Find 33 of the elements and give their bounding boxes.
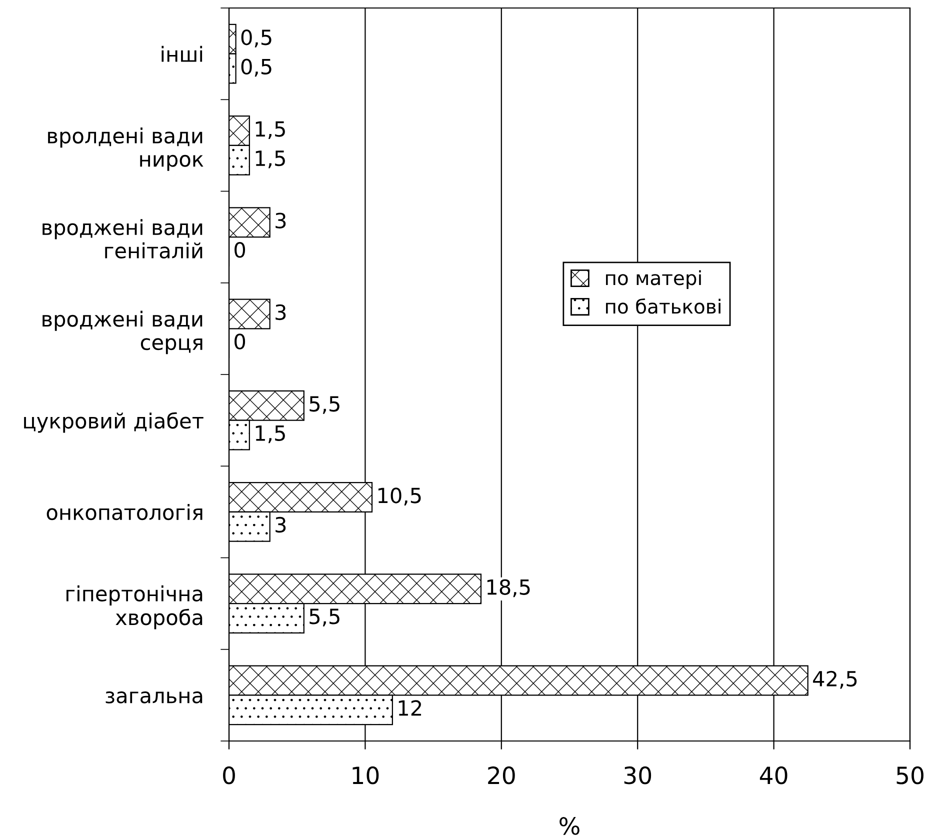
legend-label: по батькові xyxy=(606,298,720,314)
data-label: 1,5 xyxy=(256,426,285,444)
data-label: 5,5 xyxy=(310,608,340,626)
y-tick-label: вроджені вади серця xyxy=(42,310,202,354)
data-label: 0 xyxy=(234,334,246,350)
data-label: 1,5 xyxy=(256,150,285,168)
y-tick-label: онкопатологія xyxy=(46,504,202,520)
data-label: 5,5 xyxy=(310,396,340,414)
data-label: 0,5 xyxy=(241,29,272,48)
data-label: 42,5 xyxy=(813,670,857,689)
x-tick-label: 20 xyxy=(488,766,515,784)
x-tick-label: 10 xyxy=(352,766,379,784)
data-label: 3 xyxy=(276,516,286,533)
data-label: 0,5 xyxy=(241,58,272,77)
data-label: 0 xyxy=(234,242,246,258)
data-label: 3 xyxy=(276,212,286,228)
data-label: 10,5 xyxy=(378,488,421,506)
x-tick-label: 40 xyxy=(760,766,788,784)
x-tick-label: 30 xyxy=(624,766,652,784)
data-label: 12 xyxy=(398,700,422,716)
x-axis-title: % xyxy=(560,817,580,835)
y-tick-label: інші xyxy=(162,46,202,62)
data-label: 3 xyxy=(276,304,286,320)
y-tick-label: цукровий діабет xyxy=(24,412,204,433)
data-label: 18,5 xyxy=(487,579,530,598)
legend-label: по матері xyxy=(606,270,701,290)
y-tick-label: загальна xyxy=(106,691,202,704)
y-tick-label: вролдені вади нирок xyxy=(48,127,204,171)
y-tick-label: вроджені вади геніталій xyxy=(42,219,202,259)
x-tick-label: 0 xyxy=(223,766,235,784)
data-label: 1,5 xyxy=(256,121,285,139)
x-tick-label: 50 xyxy=(896,766,924,784)
y-tick-label: гіпертонічна хвороба xyxy=(66,585,202,630)
